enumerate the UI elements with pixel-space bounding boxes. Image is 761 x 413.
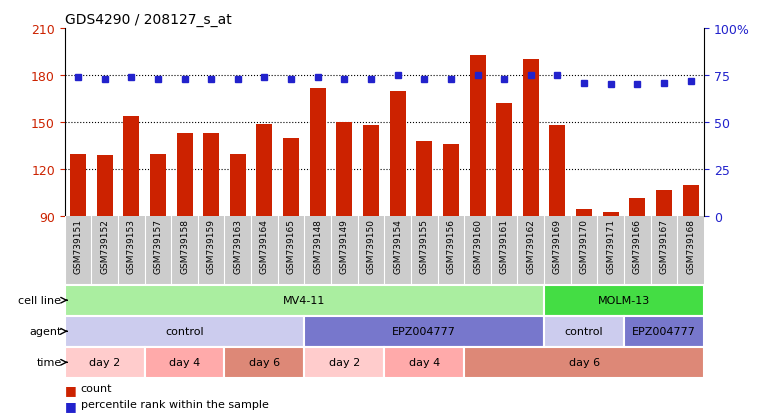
Bar xyxy=(177,134,193,217)
Bar xyxy=(310,88,326,217)
Bar xyxy=(576,209,592,217)
Text: percentile rank within the sample: percentile rank within the sample xyxy=(81,399,269,409)
Bar xyxy=(390,92,406,217)
Text: ■: ■ xyxy=(65,399,76,412)
Text: cell line: cell line xyxy=(18,295,62,306)
Bar xyxy=(523,60,539,217)
Text: GSM739156: GSM739156 xyxy=(447,219,455,274)
Bar xyxy=(683,185,699,217)
Text: EPZ004777: EPZ004777 xyxy=(393,326,456,337)
Text: day 2: day 2 xyxy=(89,357,120,368)
Bar xyxy=(150,154,166,217)
Bar xyxy=(65,316,304,347)
Text: GSM739166: GSM739166 xyxy=(633,219,642,274)
Text: day 4: day 4 xyxy=(169,357,200,368)
Bar xyxy=(256,124,272,217)
Bar xyxy=(304,347,384,378)
Bar xyxy=(603,212,619,217)
Bar xyxy=(304,316,544,347)
Text: GSM739155: GSM739155 xyxy=(420,219,428,274)
Text: EPZ004777: EPZ004777 xyxy=(632,326,696,337)
Bar xyxy=(203,134,219,217)
Bar xyxy=(464,347,704,378)
Text: ■: ■ xyxy=(65,383,76,396)
Bar xyxy=(544,285,704,316)
Text: GSM739149: GSM739149 xyxy=(340,219,349,273)
Bar xyxy=(145,347,224,378)
Text: GSM739169: GSM739169 xyxy=(553,219,562,274)
Bar xyxy=(470,55,486,217)
Bar xyxy=(65,347,145,378)
Text: GSM739164: GSM739164 xyxy=(260,219,269,273)
Text: MV4-11: MV4-11 xyxy=(283,295,326,306)
Text: GSM739171: GSM739171 xyxy=(607,219,615,274)
Bar xyxy=(283,138,299,217)
Text: GSM739167: GSM739167 xyxy=(660,219,668,274)
Text: GSM739150: GSM739150 xyxy=(367,219,375,274)
Bar xyxy=(97,156,113,217)
Bar xyxy=(624,316,704,347)
Text: day 4: day 4 xyxy=(409,357,440,368)
Text: control: control xyxy=(165,326,204,337)
Text: GSM739162: GSM739162 xyxy=(527,219,535,273)
Bar xyxy=(123,116,139,217)
Text: time: time xyxy=(37,357,62,368)
Text: MOLM-13: MOLM-13 xyxy=(598,295,650,306)
Text: GSM739161: GSM739161 xyxy=(500,219,508,274)
Bar xyxy=(70,154,86,217)
Text: day 2: day 2 xyxy=(329,357,360,368)
Bar xyxy=(549,126,565,217)
Text: agent: agent xyxy=(29,326,62,337)
Text: day 6: day 6 xyxy=(568,357,600,368)
Bar xyxy=(544,316,624,347)
Text: GDS4290 / 208127_s_at: GDS4290 / 208127_s_at xyxy=(65,12,231,26)
Bar xyxy=(496,104,512,217)
Text: GSM739152: GSM739152 xyxy=(100,219,109,273)
Text: GSM739168: GSM739168 xyxy=(686,219,695,274)
Text: GSM739158: GSM739158 xyxy=(180,219,189,274)
Bar xyxy=(230,154,246,217)
Text: GSM739153: GSM739153 xyxy=(127,219,135,274)
Bar xyxy=(363,126,379,217)
Text: GSM739148: GSM739148 xyxy=(314,219,322,273)
Text: control: control xyxy=(565,326,603,337)
Text: GSM739151: GSM739151 xyxy=(74,219,82,274)
Text: GSM739157: GSM739157 xyxy=(154,219,162,274)
Text: GSM739163: GSM739163 xyxy=(234,219,242,274)
Text: GSM739165: GSM739165 xyxy=(287,219,295,274)
Text: GSM739160: GSM739160 xyxy=(473,219,482,274)
Text: day 6: day 6 xyxy=(249,357,280,368)
Text: GSM739159: GSM739159 xyxy=(207,219,215,274)
Text: GSM739154: GSM739154 xyxy=(393,219,402,273)
Bar xyxy=(656,190,672,217)
Bar xyxy=(416,142,432,217)
Bar xyxy=(65,285,544,316)
Text: GSM739170: GSM739170 xyxy=(580,219,588,274)
Bar xyxy=(224,347,304,378)
Bar xyxy=(384,347,464,378)
Bar xyxy=(629,198,645,217)
Text: count: count xyxy=(81,383,112,393)
Bar xyxy=(336,123,352,217)
Bar xyxy=(443,145,459,217)
